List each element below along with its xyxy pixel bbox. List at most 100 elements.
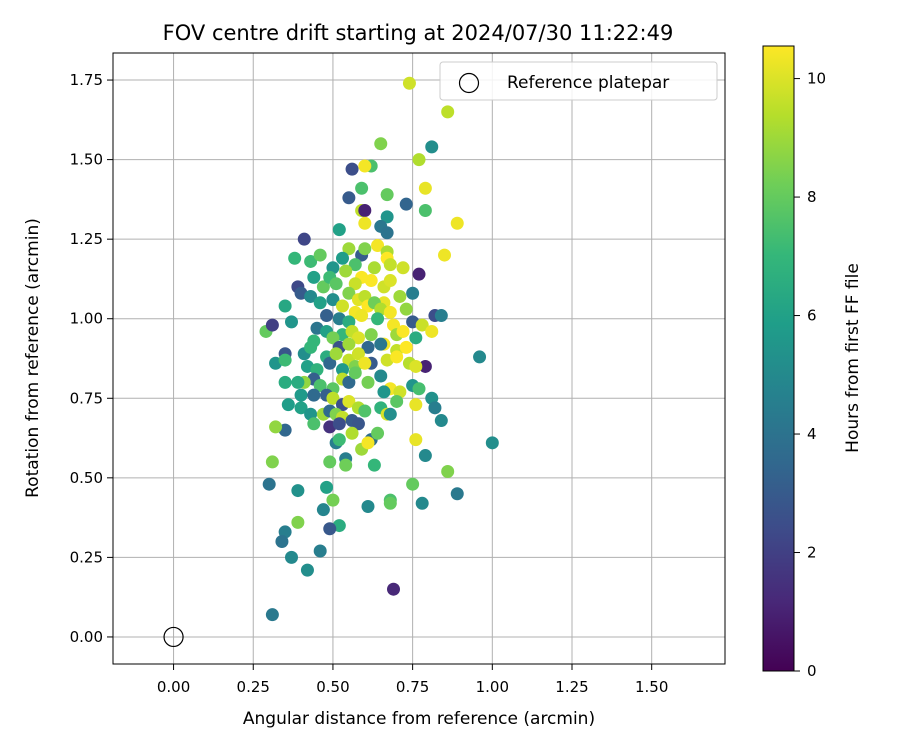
data-point (326, 331, 340, 345)
data-point (361, 499, 375, 513)
data-point (371, 312, 385, 326)
data-point (332, 433, 346, 447)
data-point (342, 337, 356, 351)
data-point (323, 455, 337, 469)
data-point (374, 137, 388, 151)
data-point (396, 324, 410, 338)
data-point (297, 232, 311, 246)
colorbar-tick-label: 2 (807, 544, 817, 562)
colorbar-gradient (762, 45, 795, 672)
data-point (399, 340, 413, 354)
legend-entry-label: Reference platepar (507, 73, 669, 93)
data-point (304, 340, 318, 354)
data-point (326, 493, 340, 507)
y-tick-label: 0.50 (70, 469, 103, 487)
data-point (355, 181, 369, 195)
y-tick-label: 0.75 (70, 389, 103, 407)
data-point (390, 394, 404, 408)
data-point (409, 359, 423, 373)
y-tick-label: 0.25 (70, 548, 103, 566)
data-point (358, 204, 372, 218)
data-point (278, 299, 292, 313)
data-point (473, 350, 487, 364)
data-point (323, 522, 337, 536)
data-point (291, 484, 305, 498)
colorbar-label: Hours from first FF file (843, 263, 863, 453)
y-axis-label: Rotation from reference (arcmin) (23, 218, 43, 498)
x-tick-label: 1.00 (476, 678, 509, 696)
data-point (342, 191, 356, 205)
data-point (399, 302, 413, 316)
x-tick-label: 0.00 (157, 678, 190, 696)
reference-marker (163, 626, 184, 648)
data-point (358, 404, 372, 418)
legend-marker (458, 72, 480, 94)
data-point (269, 420, 283, 434)
data-point (320, 309, 334, 323)
x-axis-label: Angular distance from reference (arcmin) (243, 709, 595, 729)
data-point (291, 375, 305, 389)
x-tick-label: 0.50 (316, 678, 349, 696)
x-tick-label: 1.50 (635, 678, 668, 696)
reference-point (163, 626, 184, 648)
data-point (348, 258, 362, 272)
data-point (313, 296, 327, 310)
data-point (425, 324, 439, 338)
data-point (332, 417, 346, 431)
data-point (336, 363, 349, 377)
data-point (316, 280, 330, 294)
data-point (313, 544, 327, 558)
data-point (367, 458, 381, 472)
data-point (390, 350, 404, 364)
data-point (313, 379, 327, 393)
data-point (320, 480, 334, 494)
data-point (380, 188, 394, 202)
data-point (361, 436, 375, 450)
data-point (307, 417, 321, 431)
colorbar-tick-label: 10 (807, 70, 826, 88)
y-axis-ticks: 0.00 0.25 0.50 0.75 1.00 1.25 1.50 1.75 (70, 71, 113, 646)
y-tick-label: 1.75 (70, 71, 103, 89)
y-tick-label: 1.00 (70, 310, 103, 328)
data-point (380, 226, 394, 240)
data-point (342, 242, 356, 256)
data-point (412, 267, 426, 281)
data-point (339, 264, 353, 278)
plot-frame (112, 52, 726, 665)
data-point (275, 534, 289, 548)
data-point (450, 487, 464, 501)
data-point (291, 515, 305, 529)
data-point (412, 382, 426, 396)
data-point (409, 331, 423, 345)
data-point (281, 398, 295, 412)
data-point (361, 375, 375, 389)
data-point (345, 162, 359, 176)
data-point (294, 388, 308, 402)
data-point (402, 76, 416, 90)
data-point (351, 417, 365, 431)
data-point (383, 258, 397, 272)
data-point (348, 277, 362, 291)
legend-box (439, 61, 718, 101)
data-point (450, 216, 464, 230)
data-point (428, 401, 442, 415)
data-point (396, 261, 410, 275)
data-point (358, 159, 372, 173)
data-point (304, 254, 318, 268)
data-point (425, 140, 439, 154)
data-point (418, 359, 432, 373)
data-point (434, 309, 448, 323)
y-tick-label: 1.50 (70, 151, 103, 169)
data-point (418, 449, 432, 463)
data-point (304, 289, 318, 303)
chart-title: FOV centre drift starting at 2024/07/30 … (163, 21, 674, 45)
data-point (383, 274, 397, 288)
data-point (383, 407, 397, 421)
colorbar-tick-label: 8 (807, 188, 817, 206)
colorbar-tick-label: 0 (807, 662, 817, 680)
data-point (313, 248, 327, 262)
legend: Reference platepar (439, 61, 718, 101)
y-tick-label: 1.25 (70, 230, 103, 248)
data-point (485, 436, 499, 450)
data-point (355, 309, 369, 323)
